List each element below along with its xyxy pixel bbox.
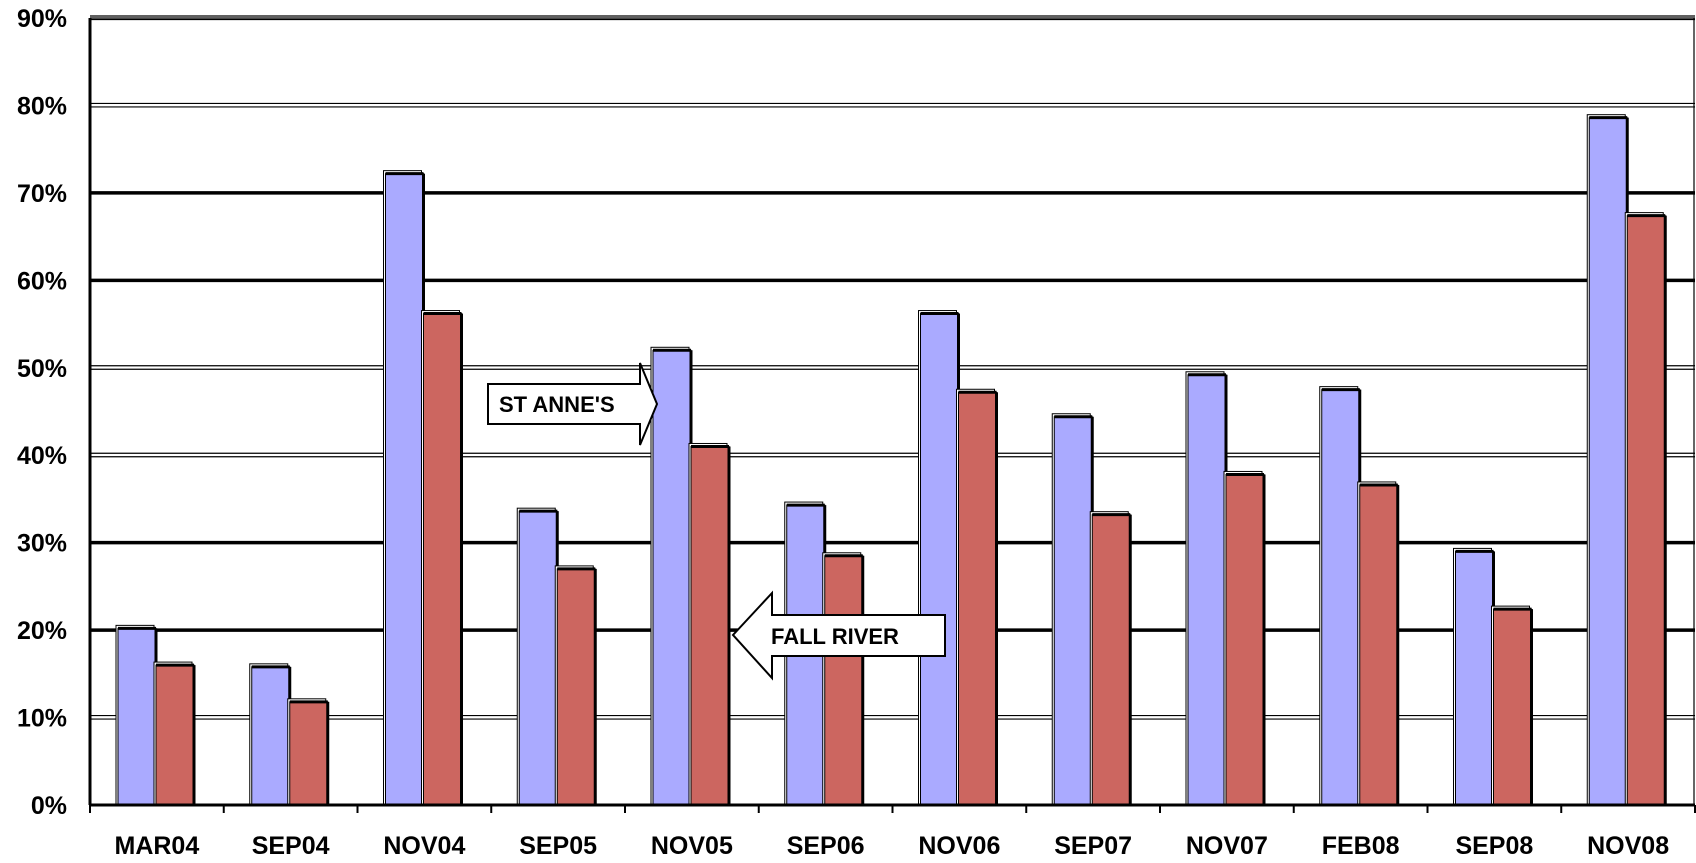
bar-fall-river xyxy=(1624,212,1667,806)
bar-fill xyxy=(1187,374,1227,806)
bar-fill xyxy=(1053,416,1093,806)
bar-fill xyxy=(1321,389,1361,806)
x-tick-label: NOV07 xyxy=(1186,832,1268,860)
x-tick-label: NOV05 xyxy=(651,832,733,860)
bar-fill xyxy=(1225,473,1265,806)
y-tick-label: 0% xyxy=(31,792,67,820)
bar-fill xyxy=(1493,608,1532,806)
bar-fill xyxy=(690,445,730,806)
y-tick-label: 40% xyxy=(17,442,67,470)
bar-st-annes xyxy=(918,310,960,806)
x-tick-label: SEP06 xyxy=(787,832,865,860)
bar-fall-river xyxy=(153,661,196,806)
bar-st-annes xyxy=(650,346,693,806)
y-tick-label: 60% xyxy=(17,267,67,295)
x-tick-label: NOV04 xyxy=(383,832,465,860)
bar-fall-river xyxy=(421,310,463,806)
x-tick-label: MAR04 xyxy=(115,832,200,860)
bars-layer xyxy=(115,114,1667,806)
bar-st-annes xyxy=(249,663,292,806)
bar-fall-river xyxy=(1357,481,1400,806)
callout-st-annes: ST ANNE'S xyxy=(487,362,659,446)
y-tick-label: 50% xyxy=(17,355,67,383)
bar-fall-river xyxy=(1089,511,1132,806)
callout-fall-river-arrow xyxy=(731,590,946,681)
x-tick-label: SEP08 xyxy=(1455,832,1533,860)
bar-st-annes xyxy=(1453,547,1495,806)
callout-st-annes-arrow xyxy=(487,362,659,446)
bar-fill xyxy=(1588,117,1628,806)
bar-fill xyxy=(289,701,329,806)
bar-fall-river xyxy=(1223,470,1266,806)
bar-fill xyxy=(155,664,195,806)
bar-st-annes xyxy=(516,507,559,806)
x-tick-label: NOV08 xyxy=(1587,832,1669,860)
bar-fill xyxy=(1091,514,1131,806)
bar-fall-river xyxy=(554,565,597,806)
bar-st-annes xyxy=(1319,386,1362,806)
axis-layer xyxy=(88,17,1696,813)
bar-fill xyxy=(824,555,864,806)
bar-st-annes xyxy=(115,624,158,806)
grid-layer xyxy=(90,15,1695,720)
bar-fall-river xyxy=(822,552,865,806)
bar-st-annes xyxy=(1185,371,1228,806)
y-tick-label: 30% xyxy=(17,530,67,558)
bar-fill xyxy=(518,510,558,806)
callout-fall-river-label: FALL RIVER xyxy=(771,624,899,649)
bar-fall-river xyxy=(287,698,330,806)
bar-fill xyxy=(1359,484,1399,806)
bar-fill xyxy=(423,313,462,806)
x-tick-label: SEP04 xyxy=(252,832,330,860)
bar-fill xyxy=(1626,215,1666,806)
bar-fill xyxy=(652,349,692,806)
bar-fill xyxy=(920,313,959,806)
bar-fill xyxy=(385,173,424,806)
bar-fill xyxy=(556,568,596,806)
bar-fill xyxy=(958,391,997,806)
x-tick-label: FEB08 xyxy=(1322,832,1400,860)
y-tick-label: 90% xyxy=(17,5,67,33)
bar-fall-river xyxy=(688,442,731,806)
x-tick-label: NOV06 xyxy=(918,832,1000,860)
bar-st-annes xyxy=(1586,114,1629,806)
labels-layer: 0% 10% 20% 30% 40% 50% 60% 70% 80% 90% MAR04 SEP04 N… xyxy=(17,5,1669,860)
bar-st-annes xyxy=(383,170,425,806)
bar-fill xyxy=(117,627,157,806)
y-tick-label: 10% xyxy=(17,705,67,733)
bar-fill xyxy=(1455,550,1494,806)
y-tick-label: 70% xyxy=(17,180,67,208)
x-tick-label: SEP07 xyxy=(1054,832,1132,860)
y-tick-label: 20% xyxy=(17,617,67,645)
bar-fill xyxy=(251,666,291,806)
x-tick-label: SEP05 xyxy=(519,832,597,860)
bar-st-annes xyxy=(1051,413,1094,806)
bar-fall-river xyxy=(956,388,998,806)
y-tick-label: 80% xyxy=(17,92,67,120)
callout-st-annes-label: ST ANNE'S xyxy=(499,392,615,417)
callout-fall-river: FALL RIVER xyxy=(731,590,946,681)
bar-fall-river xyxy=(1491,605,1533,806)
